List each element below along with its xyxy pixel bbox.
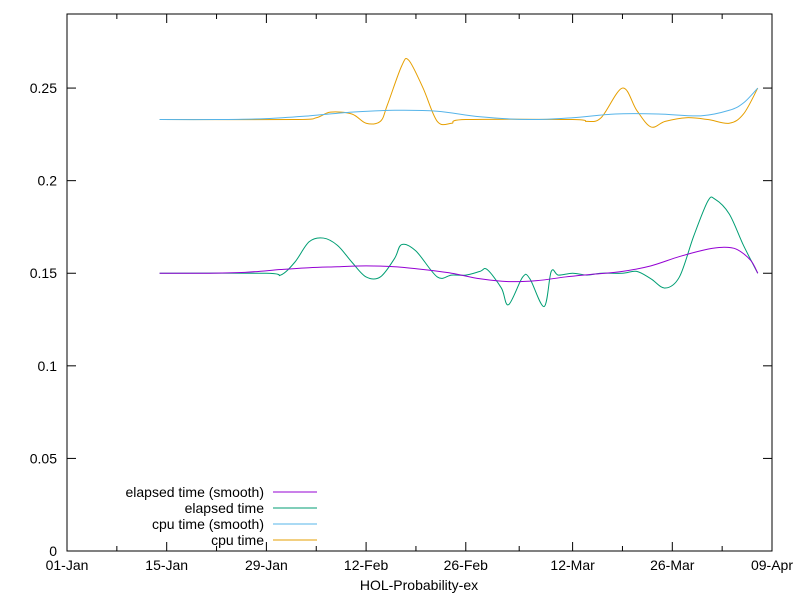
x-tick-label: 01-Jan: [46, 557, 89, 573]
y-tick-label: 0.25: [30, 80, 57, 96]
y-axis-ticks: 0 0.05 0.1 0.15 0.2 0.25: [30, 80, 772, 559]
y-tick-label: 0.05: [30, 450, 57, 466]
x-tick-label: 29-Jan: [245, 557, 288, 573]
x-tick-label: 12-Mar: [550, 557, 595, 573]
series-line-elapsed-time: [159, 196, 759, 308]
x-tick-label: 15-Jan: [145, 557, 188, 573]
series-line-elapsed-time-smooth: [159, 246, 759, 283]
legend-label: cpu time (smooth): [152, 516, 264, 532]
series-line-cpu-time: [159, 57, 759, 128]
plot-border: [66, 13, 773, 552]
y-tick-label: 0: [49, 543, 57, 559]
series-lines: [159, 57, 759, 308]
y-tick-label: 0.1: [38, 358, 58, 374]
x-axis-label: HOL-Probability-ex: [360, 577, 478, 593]
y-tick-label: 0.2: [38, 173, 58, 189]
x-tick-label: 26-Mar: [650, 557, 695, 573]
legend-label: elapsed time (smooth): [125, 484, 264, 500]
x-tick-label: 12-Feb: [344, 557, 389, 573]
x-tick-label: 09-Apr: [751, 557, 793, 573]
series-line-cpu-time-smooth: [159, 87, 759, 121]
x-axis-ticks: 01-Jan 15-Jan 29-Jan 12-Feb 26-Feb 12-Mar 26-M…: [46, 14, 793, 573]
legend-label: cpu time: [211, 532, 264, 548]
x-tick-label: 26-Feb: [444, 557, 489, 573]
legend-label: elapsed time: [185, 500, 265, 516]
y-tick-label: 0.15: [30, 265, 57, 281]
